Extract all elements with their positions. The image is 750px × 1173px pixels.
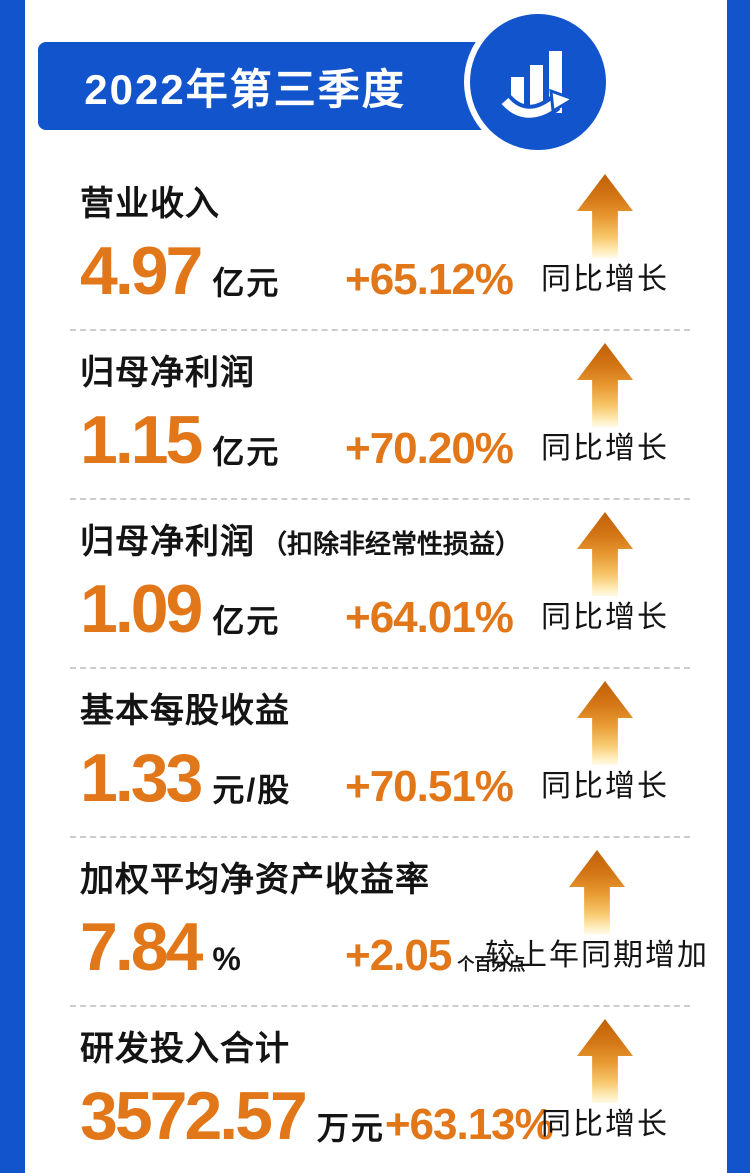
- page-title: 2022年第三季度: [84, 65, 406, 113]
- growth-arrow-icon: [577, 681, 633, 765]
- metric-change: +2.05: [345, 931, 452, 980]
- quarter-badge-circle: [464, 8, 612, 156]
- growth-label: 较上年同期增加: [485, 939, 709, 972]
- metric-unit: 万元: [316, 1110, 385, 1146]
- metric-label: 归母净利润: [80, 523, 255, 561]
- metric-value-row: 7.84 % +2.05 个百分点: [80, 913, 727, 981]
- metric-value-group: 7.84 %: [80, 913, 345, 981]
- metric-label: 加权平均净资产收益率: [80, 861, 430, 899]
- metric-label: 归母净利润: [80, 354, 255, 392]
- growth-indicator: 同比增长: [541, 174, 669, 298]
- metric-label: 营业收入: [80, 185, 220, 223]
- metric-section: 加权平均净资产收益率 7.84 % +2.05 个百分点 较上年同期增加: [25, 836, 727, 1005]
- growth-indicator: 同比增长: [541, 1019, 669, 1143]
- metric-label: 研发投入合计: [80, 1030, 290, 1068]
- metric-label-row: 归母净利润: [80, 345, 727, 394]
- growth-indicator: 较上年同期增加: [485, 850, 709, 974]
- metric-unit: 亿元: [212, 603, 281, 639]
- metric-value-group: 1.33 元/股: [80, 744, 345, 812]
- metric-section: 研发投入合计 3572.57 万元 +63.13% 同比增长: [25, 1005, 727, 1173]
- right-edge-bar: [727, 0, 750, 1173]
- metric-section: 归母净利润 （扣除非经常性损益） 1.09 亿元 +64.01% 同比增长: [25, 498, 727, 667]
- metric-value: 1.33: [80, 740, 203, 816]
- left-edge-bar: [0, 0, 25, 1173]
- metric-value-row: 3572.57 万元 +63.13%: [80, 1082, 727, 1150]
- metric-label-row: 基本每股收益: [80, 683, 727, 732]
- metric-unit: 亿元: [212, 265, 281, 301]
- metric-unit: 亿元: [212, 434, 281, 470]
- growth-indicator: 同比增长: [541, 512, 669, 636]
- metric-value-row: 1.15 亿元 +70.20%: [80, 406, 727, 474]
- metric-unit: 元/股: [212, 772, 292, 808]
- header-banner: 2022年第三季度: [38, 42, 508, 130]
- growth-arrow-icon: [569, 850, 625, 934]
- growth-label: 同比增长: [541, 1108, 669, 1141]
- metric-label-row: 归母净利润 （扣除非经常性损益）: [80, 514, 727, 563]
- metric-section: 归母净利润 1.15 亿元 +70.20% 同比增长: [25, 329, 727, 498]
- metric-value: 4.97: [80, 233, 203, 309]
- metric-value-row: 1.09 亿元 +64.01%: [80, 575, 727, 643]
- metric-change: +64.01%: [345, 593, 514, 642]
- metric-sections-list: 营业收入 4.97 亿元 +65.12% 同比增长 归母净利润: [25, 160, 727, 1173]
- growth-indicator: 同比增长: [541, 681, 669, 805]
- growth-arrow-icon: [577, 174, 633, 258]
- metric-section: 基本每股收益 1.33 元/股 +70.51% 同比增长: [25, 667, 727, 836]
- metric-value-group: 1.15 亿元: [80, 406, 345, 474]
- growth-label: 同比增长: [541, 432, 669, 465]
- metric-value-group: 1.09 亿元: [80, 575, 345, 643]
- growth-indicator: 同比增长: [541, 343, 669, 467]
- metric-value: 1.09: [80, 571, 203, 647]
- growth-arrow-icon: [577, 343, 633, 427]
- metric-value: 7.84: [80, 909, 203, 985]
- metric-label-row: 研发投入合计: [80, 1021, 727, 1070]
- metric-unit: %: [212, 941, 243, 977]
- metric-section: 营业收入 4.97 亿元 +65.12% 同比增长: [25, 160, 727, 329]
- metric-label-row: 加权平均净资产收益率: [80, 852, 727, 901]
- metric-value: 1.15: [80, 402, 203, 478]
- growth-arrow-icon: [577, 512, 633, 596]
- growth-label: 同比增长: [541, 263, 669, 296]
- metric-value-group: 4.97 亿元: [80, 237, 345, 305]
- metric-value-row: 1.33 元/股 +70.51%: [80, 744, 727, 812]
- growth-arrow-icon: [577, 1019, 633, 1103]
- metric-value-group: 3572.57 万元: [80, 1082, 385, 1150]
- metric-change: +70.51%: [345, 762, 514, 811]
- metric-value: 3572.57: [80, 1078, 308, 1154]
- metric-change: +63.13%: [384, 1100, 554, 1149]
- metric-change-note: 个百分点: [457, 955, 526, 974]
- metric-label-note: （扣除非经常性损益）: [261, 529, 522, 559]
- metric-change: +65.12%: [345, 255, 514, 304]
- metric-value-row: 4.97 亿元 +65.12%: [80, 237, 727, 305]
- metric-label-row: 营业收入: [80, 176, 727, 225]
- bar-chart-rising-arrow-icon: [498, 51, 577, 122]
- growth-label: 同比增长: [541, 770, 669, 803]
- metric-label: 基本每股收益: [80, 692, 290, 730]
- metric-change: +70.20%: [345, 424, 514, 473]
- growth-label: 同比增长: [541, 601, 669, 634]
